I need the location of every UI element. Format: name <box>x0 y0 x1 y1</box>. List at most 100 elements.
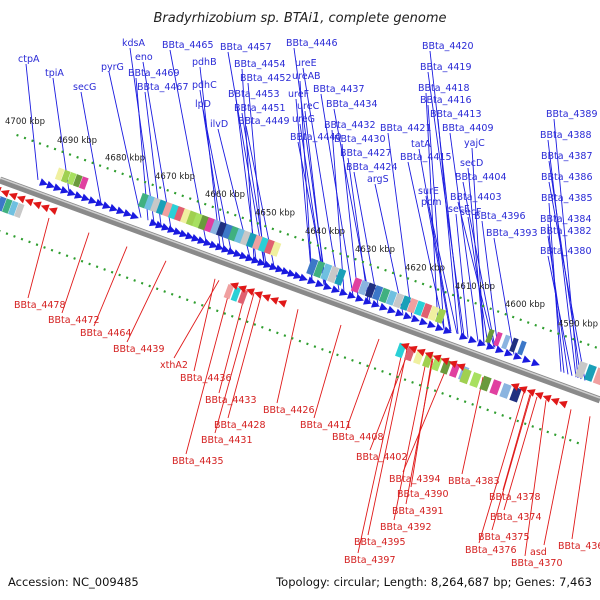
feature-box <box>449 362 461 378</box>
tick-label: 4640 kbp <box>305 227 345 237</box>
forward-gene-label: BBta_4453 <box>228 89 280 100</box>
feature-box <box>137 192 150 209</box>
reverse-gene-label: BBta_4431 <box>201 435 253 446</box>
feature-box <box>0 196 7 212</box>
tick-labels: 4700 kbp 4690 kbp 4680 kbp 4670 kbp 4660 kbp… <box>5 117 598 330</box>
forward-gene-arrow <box>280 267 290 275</box>
label-connector-lines <box>25 47 591 557</box>
tick-label: 4590 kbp <box>558 320 598 330</box>
forward-gene-label: BBta_4389 <box>546 109 598 120</box>
connector-line <box>503 396 538 511</box>
reverse-gene-arrow <box>48 207 58 216</box>
forward-gene-label: BBta_4393 <box>486 228 538 239</box>
forward-gene-arrow <box>108 203 118 212</box>
forward-gene-label: BBta_4384 <box>540 214 592 225</box>
dotted-guide-line <box>16 133 600 351</box>
forward-gene-arrow <box>208 240 218 249</box>
feature-box <box>385 290 398 306</box>
forward-gene-arrow <box>59 185 69 194</box>
forward-gene-label: ilvD <box>210 119 228 130</box>
feature-box <box>592 367 600 386</box>
tick-label: 4660 kbp <box>205 190 245 200</box>
connector-line <box>369 349 410 451</box>
forward-gene-arrow <box>476 338 486 347</box>
feature-box <box>269 241 282 257</box>
forward-gene-arrow <box>402 311 412 320</box>
forward-gene-label: BBta_4467 <box>137 82 189 93</box>
connector-line <box>276 309 299 404</box>
genome-backbone <box>0 176 600 404</box>
connector-line <box>185 284 232 455</box>
feature-box <box>227 225 240 242</box>
forward-gene-label: yajC <box>464 138 485 149</box>
connector-line <box>418 148 452 332</box>
connector-line <box>295 98 313 281</box>
connector-line <box>25 63 39 180</box>
connector-line <box>227 295 262 419</box>
reverse-gene-label: BBta_4395 <box>354 537 406 548</box>
tick-label: 4680 kbp <box>105 154 145 164</box>
connector-line <box>547 223 565 373</box>
connector-line <box>553 118 579 378</box>
forward-gene-label: BBta_4396 <box>474 211 526 222</box>
tick-label: 4610 kbp <box>455 282 495 292</box>
forward-gene-arrow <box>330 285 340 293</box>
connector-line <box>169 49 207 242</box>
forward-gene-label: surE <box>418 186 439 197</box>
feature-box <box>215 221 228 238</box>
connector-line <box>353 171 379 305</box>
forward-gene-arrow <box>214 242 224 251</box>
forward-gene-label: secD <box>460 158 483 169</box>
feature-box <box>434 308 447 324</box>
reverse-gene-arrow <box>416 348 426 357</box>
reverse-gene-label: BBta_4439 <box>113 344 165 355</box>
forward-gene-label: BBta_4451 <box>234 103 286 114</box>
feature-box <box>203 217 216 233</box>
reverse-gene-arrow <box>432 354 442 363</box>
forward-gene-label: kdsA <box>122 38 145 49</box>
feature-box <box>197 214 210 231</box>
reverse-gene-label: BBta_4370 <box>511 558 563 569</box>
feature-box <box>501 334 511 350</box>
feature-box <box>357 279 370 296</box>
tick-label: 4620 kbp <box>405 264 445 274</box>
reverse-gene-arrow <box>32 201 42 210</box>
connector-line <box>357 347 404 554</box>
connector-line <box>547 139 577 378</box>
reverse-gene-arrow <box>424 351 434 360</box>
forward-gene-label: secF <box>460 207 481 218</box>
connector-line <box>407 161 445 329</box>
connector-line <box>427 104 445 329</box>
reverse-gene-arrow <box>238 285 247 293</box>
tick-label: 4650 kbp <box>255 209 295 219</box>
connector-line <box>478 392 525 544</box>
connector-line <box>61 232 90 314</box>
reverse-gene-label: BBta_4464 <box>80 328 132 339</box>
forward-gene-arrow <box>434 323 444 331</box>
forward-gene-label: BBta_4469 <box>128 68 180 79</box>
feature-box <box>364 282 377 299</box>
connector-line <box>27 217 50 299</box>
connector-line <box>80 91 102 204</box>
forward-gene-arrow <box>354 294 364 302</box>
reverse-gene-arrow <box>456 363 466 372</box>
connector-line <box>402 364 449 473</box>
reverse-gene-arrow <box>254 291 263 299</box>
connector-line <box>341 143 359 298</box>
forward-gene-label: BBta_4465 <box>162 40 214 51</box>
forward-gene-label: pdhC <box>192 80 217 91</box>
feature-box <box>583 364 597 382</box>
feature-box <box>161 201 174 218</box>
forward-gene-arrow <box>314 279 324 287</box>
forward-gene-arrow <box>268 262 278 271</box>
forward-gene-arrow <box>292 271 302 279</box>
connector-line <box>462 181 496 348</box>
feature-box <box>209 219 222 235</box>
forward-gene-arrow <box>418 317 428 326</box>
forward-gene-label: BBta_4452 <box>240 73 292 84</box>
forward-gene-label: BBta_4421 <box>380 123 432 134</box>
reverse-gene-label: asd <box>530 547 547 558</box>
connector-line <box>367 349 408 536</box>
